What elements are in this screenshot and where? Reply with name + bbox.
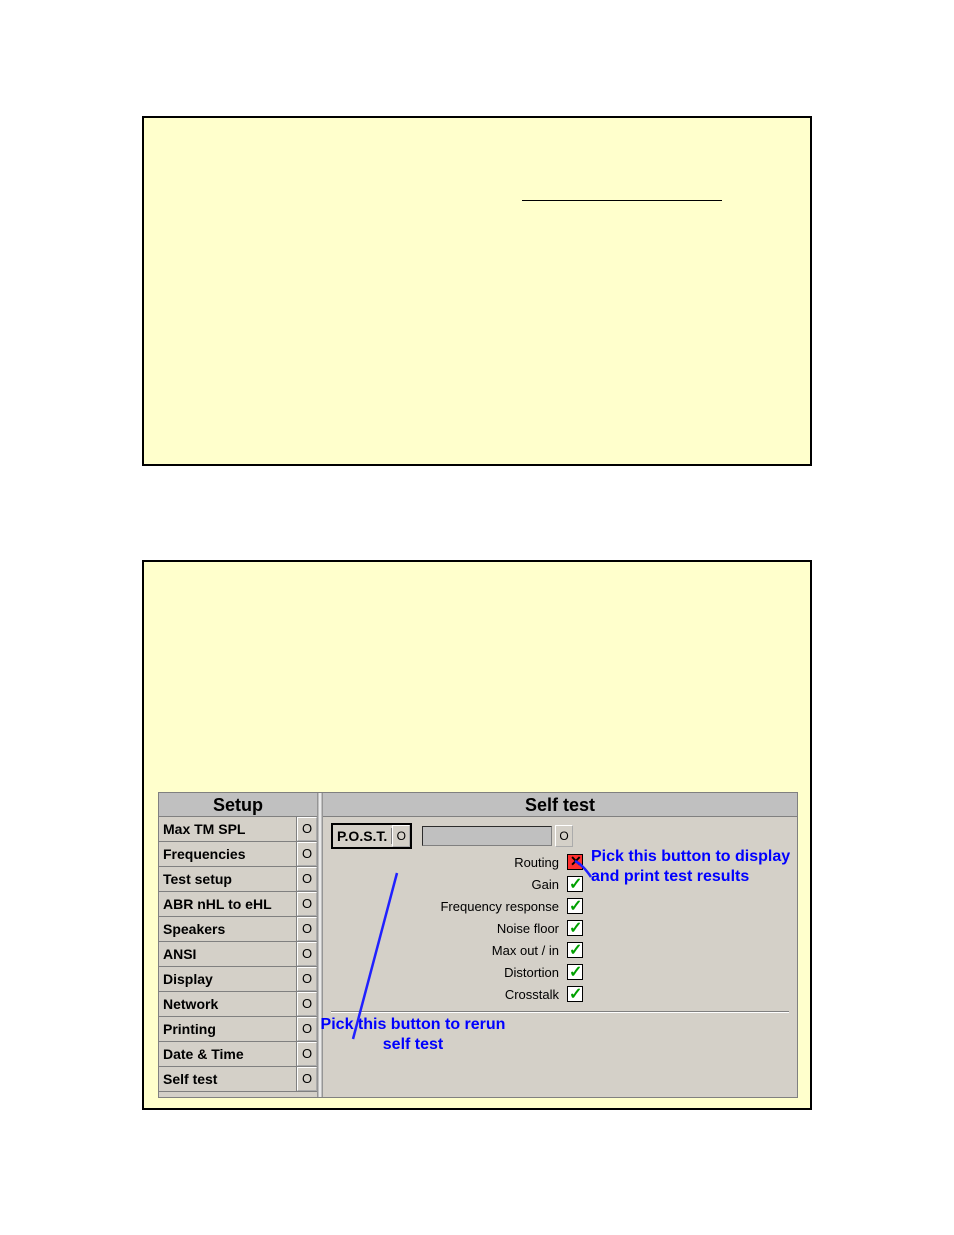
test-label: Frequency response [383, 899, 567, 914]
post-group: P.O.S.T. O [331, 823, 552, 849]
setup-item-button[interactable]: O [297, 967, 317, 991]
separator-line [331, 1011, 789, 1013]
ui-container: Setup Max TM SPLOFrequenciesOTest setupO… [158, 792, 798, 1098]
setup-item-label: Test setup [159, 867, 297, 891]
setup-item-label: Speakers [159, 917, 297, 941]
setup-item-label: Printing [159, 1017, 297, 1041]
rerun-self-test-button[interactable]: O [392, 825, 410, 847]
test-row: Distortion [383, 961, 583, 983]
test-row: Frequency response [383, 895, 583, 917]
setup-item-button[interactable]: O [297, 942, 317, 966]
setup-item-label: ANSI [159, 942, 297, 966]
test-row: Max out / in [383, 939, 583, 961]
print-button-wrap: O [555, 825, 573, 847]
setup-row: FrequenciesO [159, 842, 317, 867]
test-results-list: Routing Gain Frequency response Noise floor… [383, 851, 583, 1005]
test-row: Gain [383, 873, 583, 895]
progress-bar [422, 826, 552, 846]
bottom-panel: Setup Max TM SPLOFrequenciesOTest setupO… [142, 560, 812, 1110]
setup-column: Setup Max TM SPLOFrequenciesOTest setupO… [159, 793, 317, 1092]
test-row: Noise floor [383, 917, 583, 939]
setup-item-button[interactable]: O [297, 867, 317, 891]
setup-item-label: Display [159, 967, 297, 991]
post-label: P.O.S.T. [333, 828, 392, 844]
setup-item-button[interactable]: O [297, 842, 317, 866]
self-test-area: Self test P.O.S.T. O O Routing Gain Freque… [323, 793, 797, 1097]
check-fail-icon [567, 854, 583, 870]
callout-print: Pick this button to display and print te… [591, 847, 791, 887]
setup-item-label: Frequencies [159, 842, 297, 866]
test-row: Routing [383, 851, 583, 873]
setup-row: ABR nHL to eHLO [159, 892, 317, 917]
check-pass-icon [567, 986, 583, 1002]
setup-item-label: Network [159, 992, 297, 1016]
print-results-button[interactable]: O [555, 825, 573, 847]
check-pass-icon [567, 964, 583, 980]
callout-rerun: Pick this button to rerun self test [313, 1015, 513, 1055]
test-label: Crosstalk [383, 987, 567, 1002]
setup-row: NetworkO [159, 992, 317, 1017]
setup-row: Self testO [159, 1067, 317, 1092]
setup-row: Max TM SPLO [159, 817, 317, 842]
setup-item-label: Self test [159, 1067, 297, 1091]
check-pass-icon [567, 920, 583, 936]
test-row: Crosstalk [383, 983, 583, 1005]
setup-item-label: Date & Time [159, 1042, 297, 1066]
test-label: Distortion [383, 965, 567, 980]
test-label: Routing [383, 855, 567, 870]
post-box: P.O.S.T. O [331, 823, 412, 849]
setup-row: PrintingO [159, 1017, 317, 1042]
setup-item-button[interactable]: O [297, 892, 317, 916]
setup-item-label: Max TM SPL [159, 817, 297, 841]
setup-item-button[interactable]: O [297, 1067, 317, 1091]
setup-header: Setup [159, 793, 317, 817]
setup-row: SpeakersO [159, 917, 317, 942]
setup-item-label: ABR nHL to eHL [159, 892, 297, 916]
check-pass-icon [567, 898, 583, 914]
setup-row: ANSIO [159, 942, 317, 967]
setup-row: DisplayO [159, 967, 317, 992]
setup-row: Test setupO [159, 867, 317, 892]
setup-item-button[interactable]: O [297, 917, 317, 941]
setup-row: Date & TimeO [159, 1042, 317, 1067]
setup-item-button[interactable]: O [297, 992, 317, 1016]
check-pass-icon [567, 942, 583, 958]
top-underline [522, 200, 722, 201]
test-label: Gain [383, 877, 567, 892]
self-test-header: Self test [323, 793, 797, 817]
setup-item-button[interactable]: O [297, 817, 317, 841]
test-label: Noise floor [383, 921, 567, 936]
check-pass-icon [567, 876, 583, 892]
test-label: Max out / in [383, 943, 567, 958]
top-panel [142, 116, 812, 466]
